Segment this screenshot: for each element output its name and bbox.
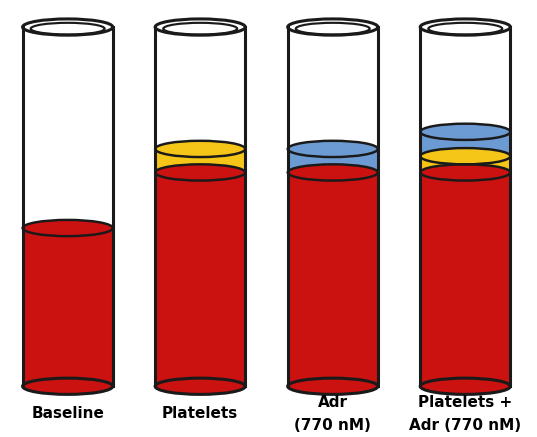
Ellipse shape <box>288 378 378 394</box>
Ellipse shape <box>420 164 510 180</box>
Polygon shape <box>288 173 378 386</box>
Polygon shape <box>23 228 113 386</box>
Polygon shape <box>420 156 510 173</box>
Ellipse shape <box>155 164 245 180</box>
Text: Adr (770 nM): Adr (770 nM) <box>409 418 521 434</box>
Ellipse shape <box>420 164 510 180</box>
Ellipse shape <box>23 220 113 236</box>
Ellipse shape <box>420 148 510 164</box>
Polygon shape <box>420 173 510 386</box>
Polygon shape <box>420 132 510 156</box>
Ellipse shape <box>155 378 245 394</box>
Ellipse shape <box>155 141 245 157</box>
Ellipse shape <box>155 141 245 157</box>
Ellipse shape <box>155 164 245 180</box>
Text: Platelets: Platelets <box>162 406 238 420</box>
Polygon shape <box>288 27 378 149</box>
Ellipse shape <box>288 141 378 157</box>
Ellipse shape <box>23 378 113 394</box>
Polygon shape <box>23 27 113 228</box>
Ellipse shape <box>288 164 378 180</box>
Ellipse shape <box>155 164 245 180</box>
Polygon shape <box>155 173 245 386</box>
Polygon shape <box>155 149 245 173</box>
Ellipse shape <box>420 148 510 164</box>
Ellipse shape <box>23 220 113 236</box>
Ellipse shape <box>420 124 510 140</box>
Text: Platelets +: Platelets + <box>418 395 512 410</box>
Ellipse shape <box>23 220 113 236</box>
Polygon shape <box>288 149 378 173</box>
Ellipse shape <box>420 148 510 164</box>
Ellipse shape <box>420 124 510 140</box>
Polygon shape <box>155 27 245 149</box>
Ellipse shape <box>288 164 378 180</box>
Ellipse shape <box>420 164 510 180</box>
Ellipse shape <box>288 141 378 157</box>
Text: Baseline: Baseline <box>31 406 104 420</box>
Text: Adr: Adr <box>318 395 348 410</box>
Ellipse shape <box>288 141 378 157</box>
Ellipse shape <box>155 141 245 157</box>
Ellipse shape <box>288 164 378 180</box>
Ellipse shape <box>420 378 510 394</box>
Ellipse shape <box>420 124 510 140</box>
Polygon shape <box>420 27 510 132</box>
Text: (770 nM): (770 nM) <box>294 418 371 434</box>
